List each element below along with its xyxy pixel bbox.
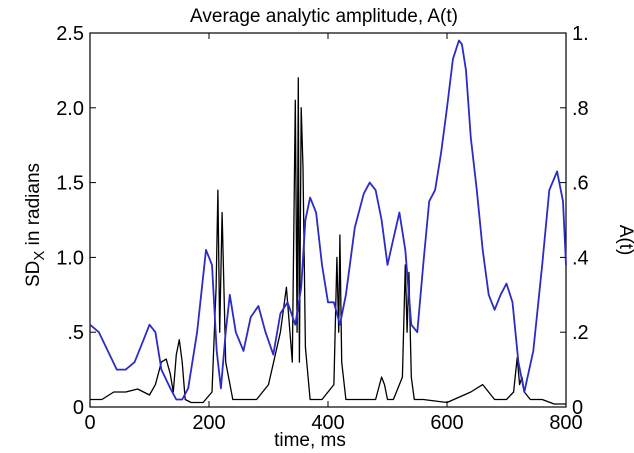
y-right-tick-label: 1. (572, 23, 589, 45)
series-line-right-axis (89, 39, 567, 401)
y-left-tick-label: 0 (73, 397, 84, 419)
y-left-tick-label: 1.0 (56, 247, 84, 269)
y-axis-left-label-rest: in radians (23, 163, 44, 251)
series-line-left-axis (90, 77, 566, 405)
y-left-tick-label: 2.5 (56, 23, 84, 45)
x-tick-label: 0 (84, 412, 95, 434)
y-right-tick-label: .4 (572, 247, 589, 269)
x-tick-label: 200 (192, 412, 225, 434)
y-axis-left-label-sub: X (31, 251, 48, 261)
y-right-tick-label: .2 (572, 322, 589, 344)
x-tick-label: 600 (430, 412, 463, 434)
x-tick-label: 400 (311, 412, 344, 434)
y-axis-right-label: A(t) (615, 225, 634, 256)
y-axis-left-label-main: SD (23, 261, 44, 287)
y-left-tick-label: 1.5 (56, 173, 84, 195)
chart-title: Average analytic amplitude, A(t) (190, 6, 458, 27)
y-right-tick-label: 0 (572, 397, 583, 419)
y-left-tick-label: 2.0 (56, 98, 84, 120)
x-tick-label: 800 (549, 412, 582, 434)
x-axis-label: time, ms (274, 430, 346, 451)
y-axis-left-label: SDX in radians (23, 163, 48, 287)
y-right-tick-label: .8 (572, 98, 589, 120)
y-left-tick-label: .5 (67, 322, 84, 344)
y-right-tick-label: .6 (572, 173, 589, 195)
